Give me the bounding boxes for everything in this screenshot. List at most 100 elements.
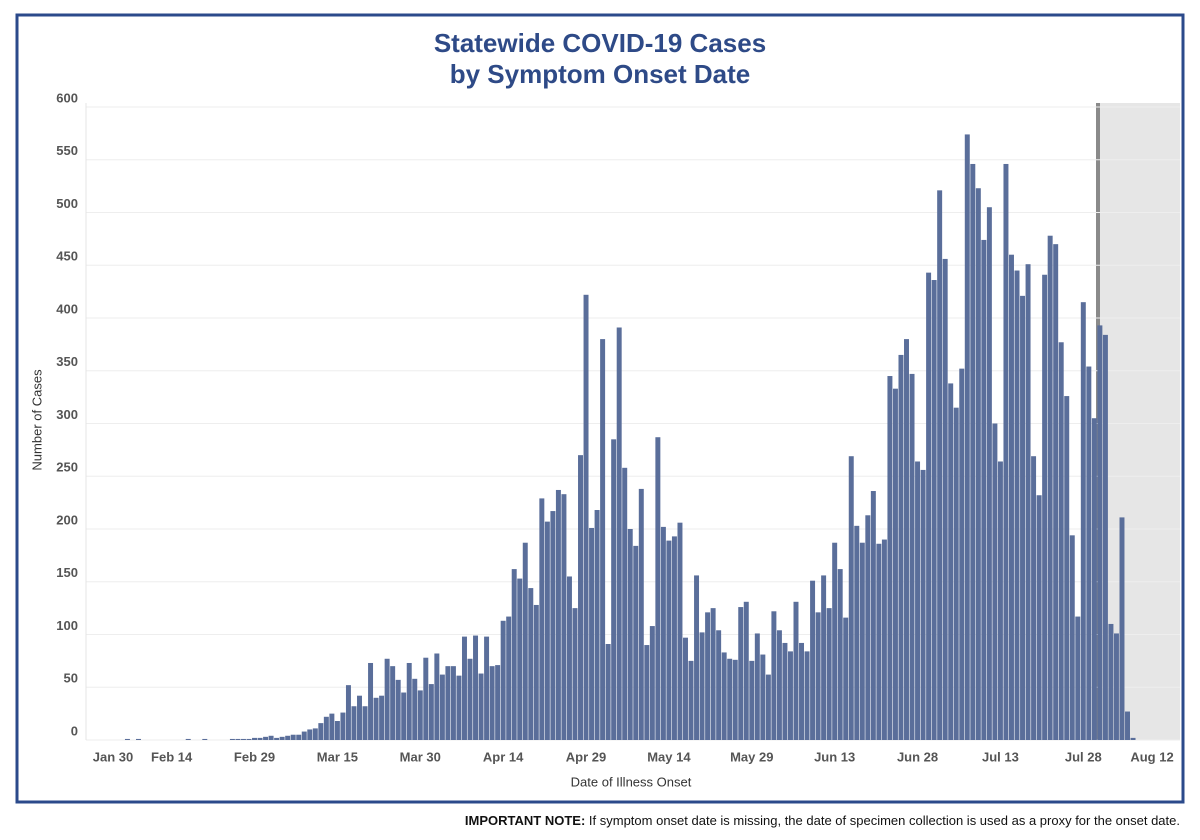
bar bbox=[555, 489, 561, 740]
bar bbox=[136, 738, 141, 740]
bar bbox=[1003, 163, 1009, 741]
bar bbox=[810, 580, 816, 740]
x-tick-label: Jan 30 bbox=[93, 749, 133, 764]
x-tick-label: May 14 bbox=[647, 749, 691, 764]
bar bbox=[699, 632, 705, 740]
bar bbox=[589, 527, 595, 740]
bar bbox=[329, 713, 335, 740]
bar bbox=[445, 666, 451, 740]
bar bbox=[799, 642, 805, 740]
bar bbox=[467, 658, 473, 740]
bar bbox=[738, 607, 744, 740]
bar bbox=[997, 461, 1003, 740]
bar bbox=[340, 712, 346, 740]
bar bbox=[649, 626, 655, 740]
y-tick-label: 300 bbox=[56, 407, 78, 422]
bar bbox=[307, 729, 313, 740]
bar bbox=[915, 461, 921, 740]
bar bbox=[506, 616, 512, 740]
bar bbox=[522, 542, 528, 740]
chart-subtitle: by Symptom Onset Date bbox=[450, 59, 751, 89]
bar bbox=[517, 578, 523, 740]
bar bbox=[754, 633, 760, 740]
bar bbox=[257, 737, 263, 740]
bar bbox=[1102, 334, 1108, 740]
bar bbox=[235, 738, 241, 740]
bar bbox=[671, 536, 677, 740]
bar bbox=[544, 521, 550, 740]
bar bbox=[970, 163, 976, 741]
bar bbox=[627, 529, 633, 740]
bar bbox=[865, 515, 871, 740]
x-tick-label: Aug 12 bbox=[1130, 749, 1173, 764]
bar bbox=[533, 604, 539, 740]
bar bbox=[727, 658, 733, 740]
bar bbox=[428, 684, 434, 740]
y-tick-label: 250 bbox=[56, 460, 78, 475]
bar bbox=[368, 662, 374, 740]
bar bbox=[268, 735, 274, 740]
y-axis-label: Number of Cases bbox=[29, 369, 44, 471]
bar bbox=[357, 695, 362, 740]
bar bbox=[1008, 254, 1014, 740]
bar bbox=[473, 635, 479, 740]
bar bbox=[992, 423, 998, 740]
bar bbox=[881, 539, 887, 740]
x-tick-label: Apr 14 bbox=[483, 749, 524, 764]
bar bbox=[705, 612, 711, 740]
bar bbox=[688, 660, 694, 740]
bar bbox=[252, 737, 258, 740]
bar bbox=[721, 652, 727, 740]
x-tick-label: Jun 13 bbox=[814, 749, 855, 764]
y-tick-label: 0 bbox=[71, 723, 78, 738]
y-tick-label: 50 bbox=[64, 671, 78, 686]
bar bbox=[633, 545, 639, 740]
bar bbox=[821, 575, 827, 740]
bar bbox=[959, 368, 965, 740]
bar bbox=[655, 437, 661, 740]
bar bbox=[1086, 366, 1092, 740]
bar bbox=[395, 679, 401, 740]
chart-title: Statewide COVID-19 Cases bbox=[434, 28, 766, 58]
bar bbox=[1014, 270, 1020, 740]
bar bbox=[826, 608, 832, 740]
bar bbox=[948, 383, 954, 740]
bar bbox=[417, 690, 423, 740]
bar bbox=[246, 738, 252, 740]
bar bbox=[694, 575, 700, 740]
bar bbox=[489, 666, 495, 740]
bar bbox=[561, 494, 567, 740]
bar bbox=[1091, 418, 1097, 740]
bar bbox=[572, 608, 578, 740]
x-tick-label: Feb 29 bbox=[234, 749, 275, 764]
bar bbox=[1130, 737, 1136, 740]
x-tick-label: Mar 30 bbox=[400, 749, 441, 764]
bar bbox=[384, 658, 390, 740]
y-tick-label: 550 bbox=[56, 143, 78, 158]
bar bbox=[290, 734, 296, 740]
bar bbox=[793, 601, 799, 740]
bar bbox=[683, 637, 688, 740]
bar bbox=[898, 354, 904, 740]
bar bbox=[1058, 342, 1064, 740]
y-tick-label: 600 bbox=[56, 90, 78, 105]
bar bbox=[583, 294, 589, 740]
bar bbox=[776, 630, 782, 740]
bar bbox=[854, 525, 860, 740]
bar bbox=[1025, 264, 1031, 740]
bar bbox=[666, 540, 672, 740]
bar bbox=[318, 723, 324, 740]
bar bbox=[909, 373, 915, 740]
bar bbox=[461, 636, 467, 740]
bar bbox=[1113, 633, 1119, 740]
bar bbox=[975, 188, 981, 741]
footnote-text: If symptom onset date is missing, the da… bbox=[589, 813, 1180, 828]
bar bbox=[986, 207, 992, 741]
bar bbox=[1053, 244, 1059, 740]
bar bbox=[616, 327, 622, 740]
bar bbox=[351, 706, 357, 740]
bar bbox=[362, 706, 368, 740]
bar bbox=[782, 642, 788, 740]
bar bbox=[1119, 517, 1125, 740]
